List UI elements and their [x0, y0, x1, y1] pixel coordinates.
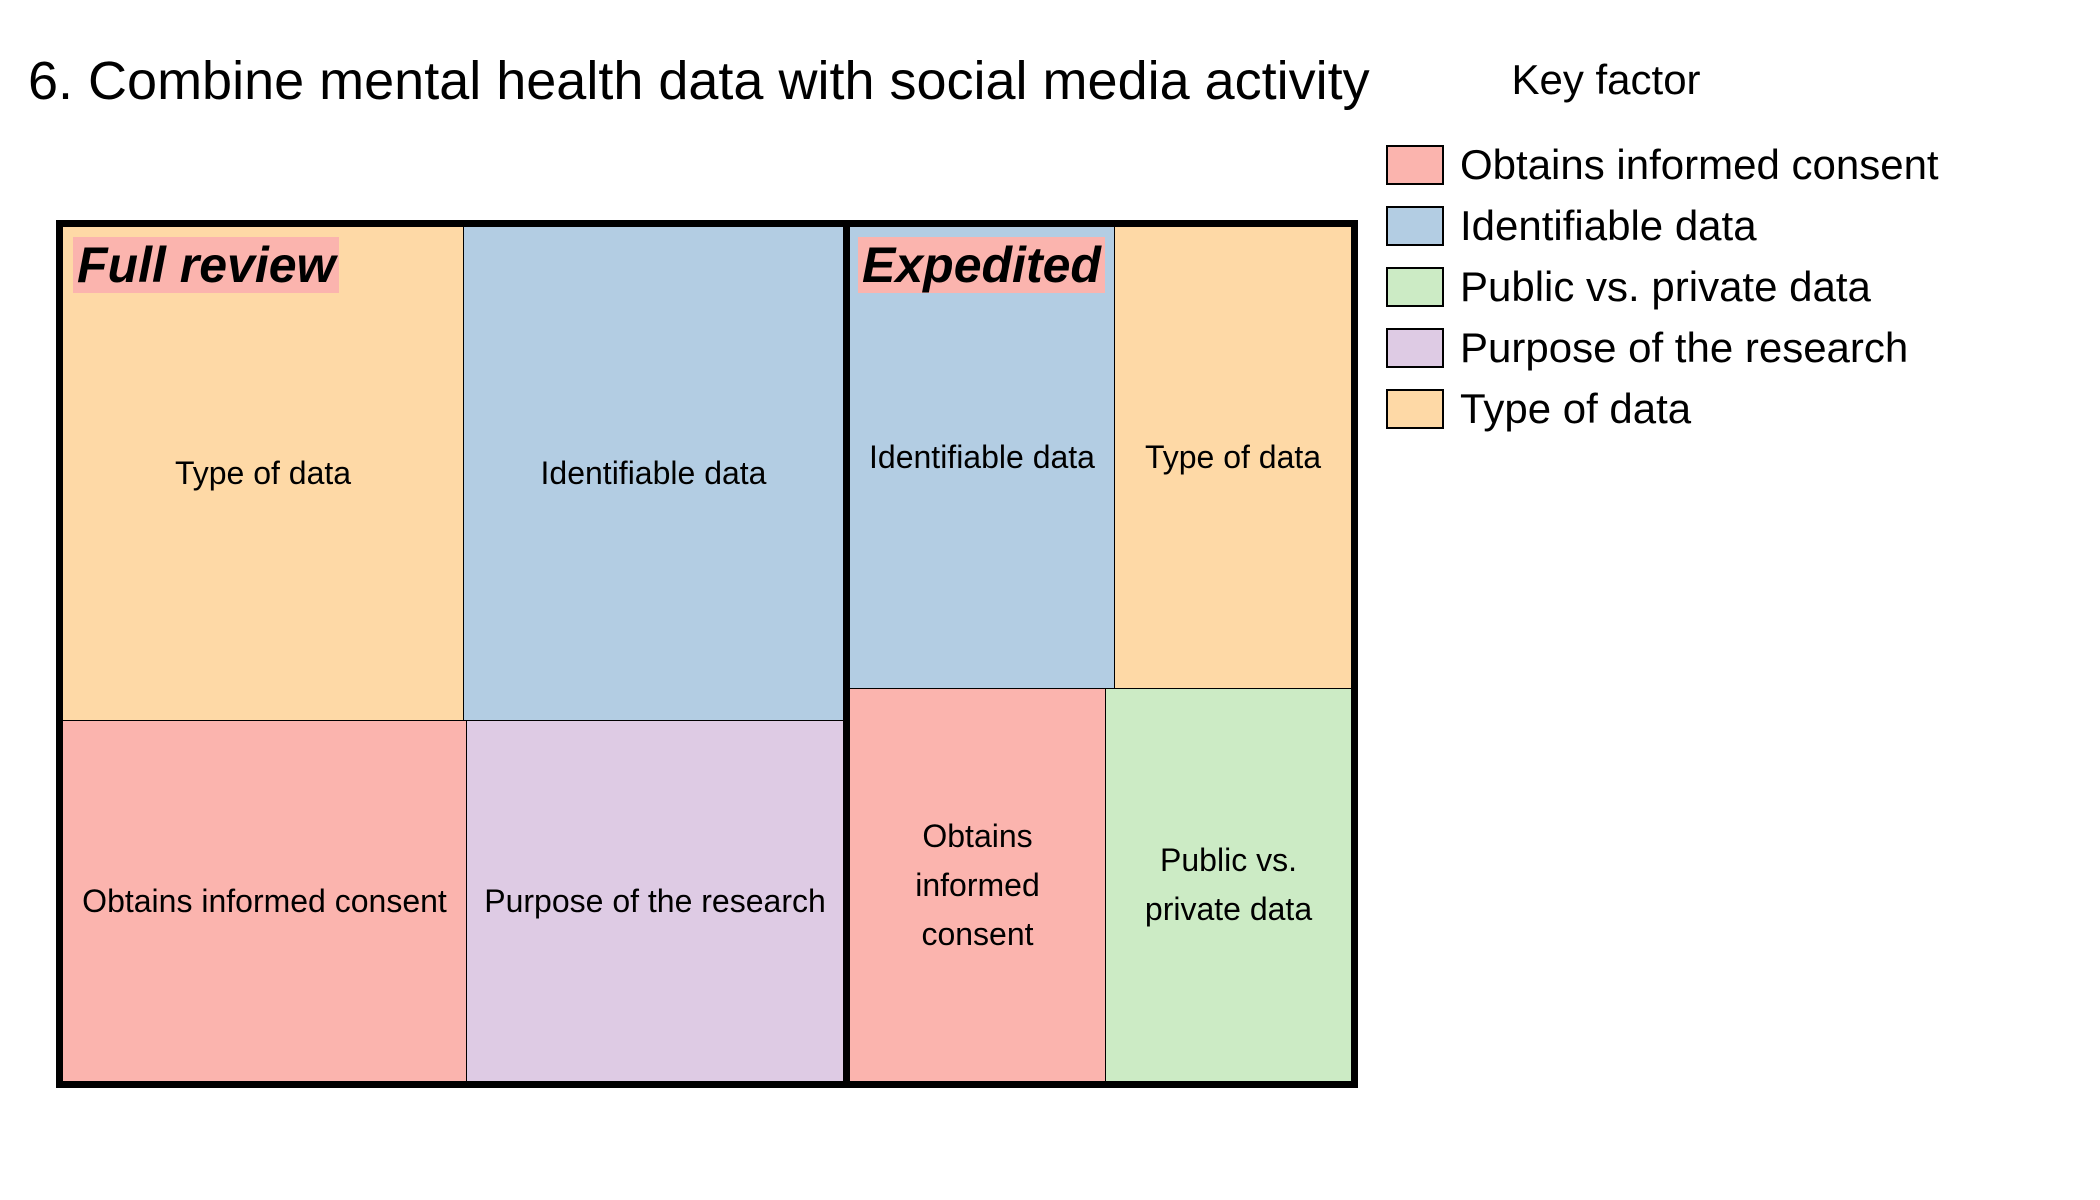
legend-item: Purpose of the research [1386, 317, 2006, 378]
legend-swatch [1386, 327, 1444, 368]
legend-title: Key factor [1511, 56, 1701, 103]
legend-swatch [1386, 205, 1444, 246]
legend-swatch [1386, 266, 1444, 307]
chart-title: 6. Combine mental health data with socia… [28, 51, 1370, 111]
treemap-cell: Identifiable data [464, 227, 843, 721]
legend-label: Type of data [1460, 384, 1692, 432]
group-label-expedited: Expedited [858, 237, 1105, 293]
legend-swatch [1386, 144, 1444, 185]
treemap-cell: Type of data [1115, 227, 1351, 689]
treemap-cell: Type of data [63, 227, 464, 721]
legend-item: Identifiable data [1386, 195, 2006, 256]
legend-label: Identifiable data [1460, 201, 1757, 249]
legend-item: Type of data [1386, 378, 2006, 439]
legend-label: Obtains informed consent [1460, 140, 1939, 188]
treemap-cell: Purpose of the research [467, 721, 843, 1081]
group-expedited: Expedited Identifiable data Type of data… [850, 227, 1351, 1081]
legend-item: Public vs. private data [1386, 256, 2006, 317]
treemap: Full review Type of data Identifiable da… [56, 220, 1358, 1088]
legend: Key factor Obtains informed consent Iden… [1386, 50, 2006, 439]
legend-label: Public vs. private data [1460, 262, 1871, 310]
group-full-review: Full review Type of data Identifiable da… [63, 227, 850, 1081]
treemap-cell: Public vs. private data [1106, 689, 1351, 1081]
legend-label: Purpose of the research [1460, 323, 1909, 371]
legend-swatch [1386, 388, 1444, 429]
treemap-cell: Obtains informed consent [850, 689, 1106, 1081]
legend-item: Obtains informed consent [1386, 134, 2006, 195]
treemap-cell: Obtains informed consent [63, 721, 467, 1081]
group-label-full-review: Full review [73, 237, 340, 293]
treemap-cell: Identifiable data [850, 227, 1115, 689]
